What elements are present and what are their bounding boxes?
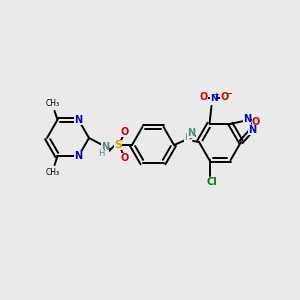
Text: N: N <box>74 151 83 161</box>
Text: N: N <box>101 142 109 152</box>
Text: H: H <box>98 148 104 158</box>
Text: H: H <box>184 134 190 142</box>
Text: N: N <box>210 94 217 103</box>
Text: Cl: Cl <box>206 177 217 187</box>
Text: CH₃: CH₃ <box>45 168 60 177</box>
Text: O: O <box>121 153 129 163</box>
Text: O: O <box>121 127 129 137</box>
Text: O: O <box>200 92 208 102</box>
Text: N: N <box>248 125 256 135</box>
Text: CH₃: CH₃ <box>45 99 60 108</box>
Text: −: − <box>225 89 232 98</box>
Text: N: N <box>74 115 83 125</box>
Text: O: O <box>252 117 260 127</box>
Text: S: S <box>114 140 122 150</box>
Text: N: N <box>187 128 195 138</box>
Text: +: + <box>214 92 219 98</box>
Text: N: N <box>243 114 251 124</box>
Text: O: O <box>220 92 229 102</box>
